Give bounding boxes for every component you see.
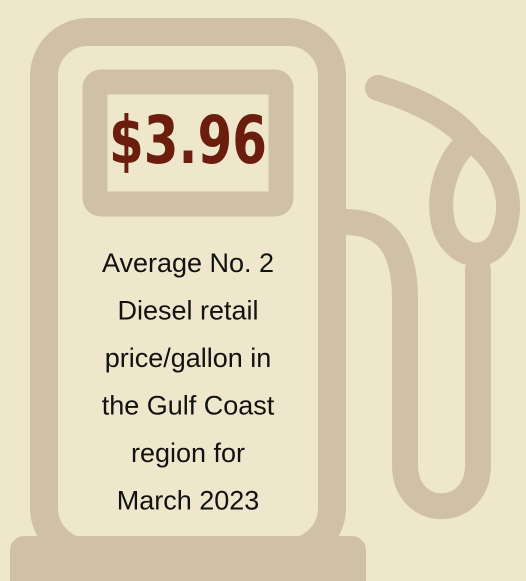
description-line: Average No. 2: [102, 248, 274, 278]
pump-hose: [332, 209, 491, 520]
description-line: March 2023: [117, 486, 260, 516]
price: $3.96: [109, 102, 267, 179]
pump-nozzle: [429, 128, 520, 267]
description: Average No. 2 Diesel retail price/gallon i…: [102, 248, 275, 516]
pump-base: [10, 536, 366, 581]
description-line: Diesel retail: [117, 296, 258, 326]
description-line: the Gulf Coast: [102, 391, 275, 421]
description-line: price/gallon in: [105, 343, 272, 373]
pump-screen: [82, 69, 294, 217]
description-line: region for: [131, 438, 245, 468]
